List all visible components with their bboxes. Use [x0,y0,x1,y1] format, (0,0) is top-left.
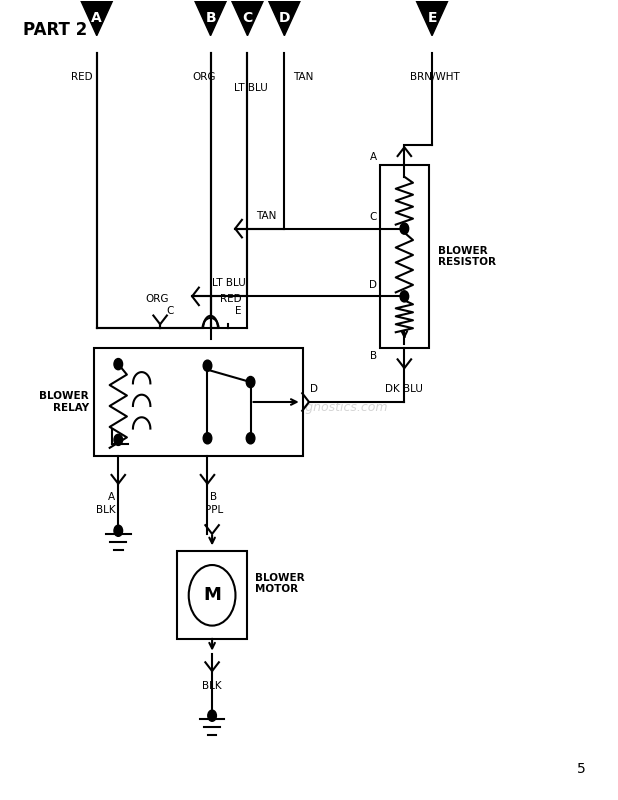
Text: TAN: TAN [293,71,313,82]
Circle shape [400,223,408,234]
Text: LT BLU: LT BLU [212,278,246,288]
Text: BRN/WHT: BRN/WHT [410,71,460,82]
Text: C: C [242,11,253,26]
Text: B: B [210,492,217,502]
Circle shape [246,433,255,444]
Text: D: D [279,11,290,26]
Text: ORG: ORG [193,71,216,82]
Text: E: E [427,11,437,26]
Circle shape [114,525,122,536]
Circle shape [400,290,408,302]
Text: PART 2: PART 2 [23,22,87,39]
Bar [94,348,303,456]
Text: BLOWER
RESISTOR: BLOWER RESISTOR [438,246,496,267]
Text: RED: RED [70,71,92,82]
Text: E: E [235,306,242,316]
Text: LT BLU: LT BLU [234,82,268,93]
Text: PPL: PPL [205,506,222,515]
Bar [177,551,247,639]
Polygon shape [193,0,228,36]
Circle shape [208,710,216,722]
Polygon shape [267,0,302,36]
Polygon shape [415,0,449,36]
Polygon shape [231,0,265,36]
Circle shape [114,434,122,446]
Text: A: A [370,152,377,162]
Circle shape [114,358,122,370]
Text: BLOWER
RELAY: BLOWER RELAY [39,391,89,413]
Text: BLOWER
MOTOR: BLOWER MOTOR [255,573,305,594]
Text: BLK: BLK [96,506,115,515]
Polygon shape [80,0,114,36]
Text: C: C [166,306,174,316]
Text: RED: RED [220,294,242,304]
Circle shape [188,565,235,626]
Bar [379,165,429,348]
Text: DK BLU: DK BLU [386,384,423,394]
Text: A: A [91,11,102,26]
Circle shape [203,433,212,444]
Text: C: C [370,212,377,222]
Text: B: B [205,11,216,26]
Text: D: D [310,384,318,394]
Circle shape [246,377,255,388]
Text: B: B [370,351,377,361]
Text: 5: 5 [577,762,586,776]
Text: easyautodiagnostics.com: easyautodiagnostics.com [230,402,388,414]
Circle shape [203,360,212,371]
Text: M: M [203,586,221,604]
Text: ORG: ORG [145,294,169,304]
Text: TAN: TAN [256,210,276,221]
Text: A: A [108,492,115,502]
Text: BLK: BLK [202,681,222,690]
Text: D: D [369,280,377,290]
